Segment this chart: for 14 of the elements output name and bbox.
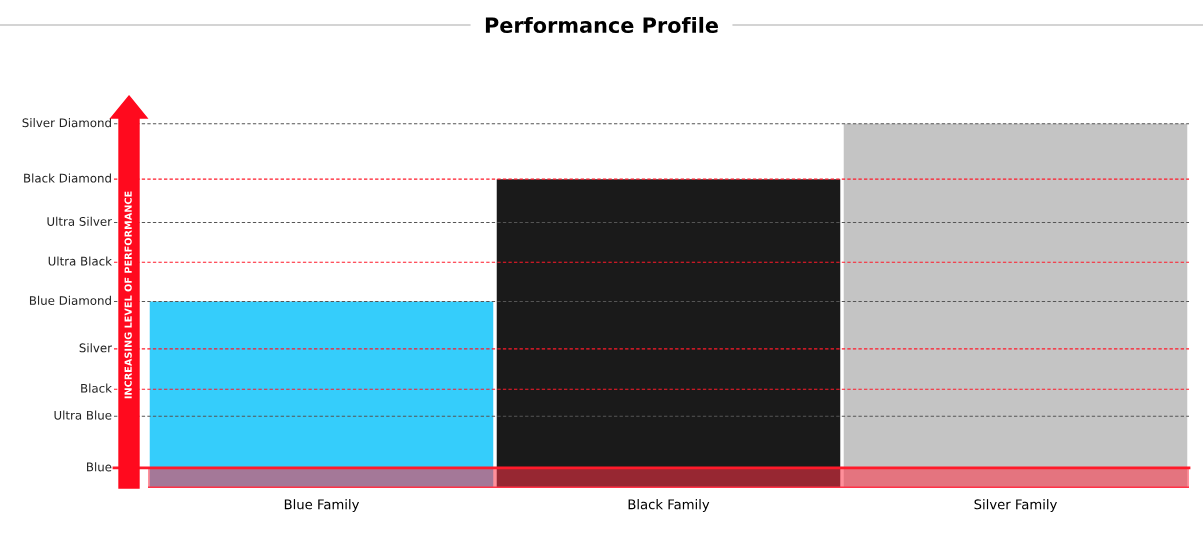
ref-line-label: Silver — [79, 343, 112, 353]
ref-line-label: Blue Diamond — [29, 295, 111, 305]
x-tick-label: Black Family — [628, 499, 710, 512]
x-tick-label: Silver Family — [974, 499, 1057, 512]
x-tick-label: Blue Family — [284, 499, 360, 512]
ref-line-label: Black — [81, 383, 112, 393]
chart-title: Performance Profile — [485, 16, 718, 34]
annotation: INCREASING LEVEL OF PERFORMANCE — [124, 191, 132, 399]
ref-line-label: Silver Diamond — [22, 118, 111, 128]
ref-line-label: Ultra Blue — [54, 410, 112, 420]
ref-line-label: Blue — [87, 462, 112, 472]
ref-line-label: Black Diamond — [24, 173, 111, 183]
ref-line-label: Ultra Black — [48, 256, 112, 266]
ref-line-label: Ultra Silver — [47, 216, 112, 226]
